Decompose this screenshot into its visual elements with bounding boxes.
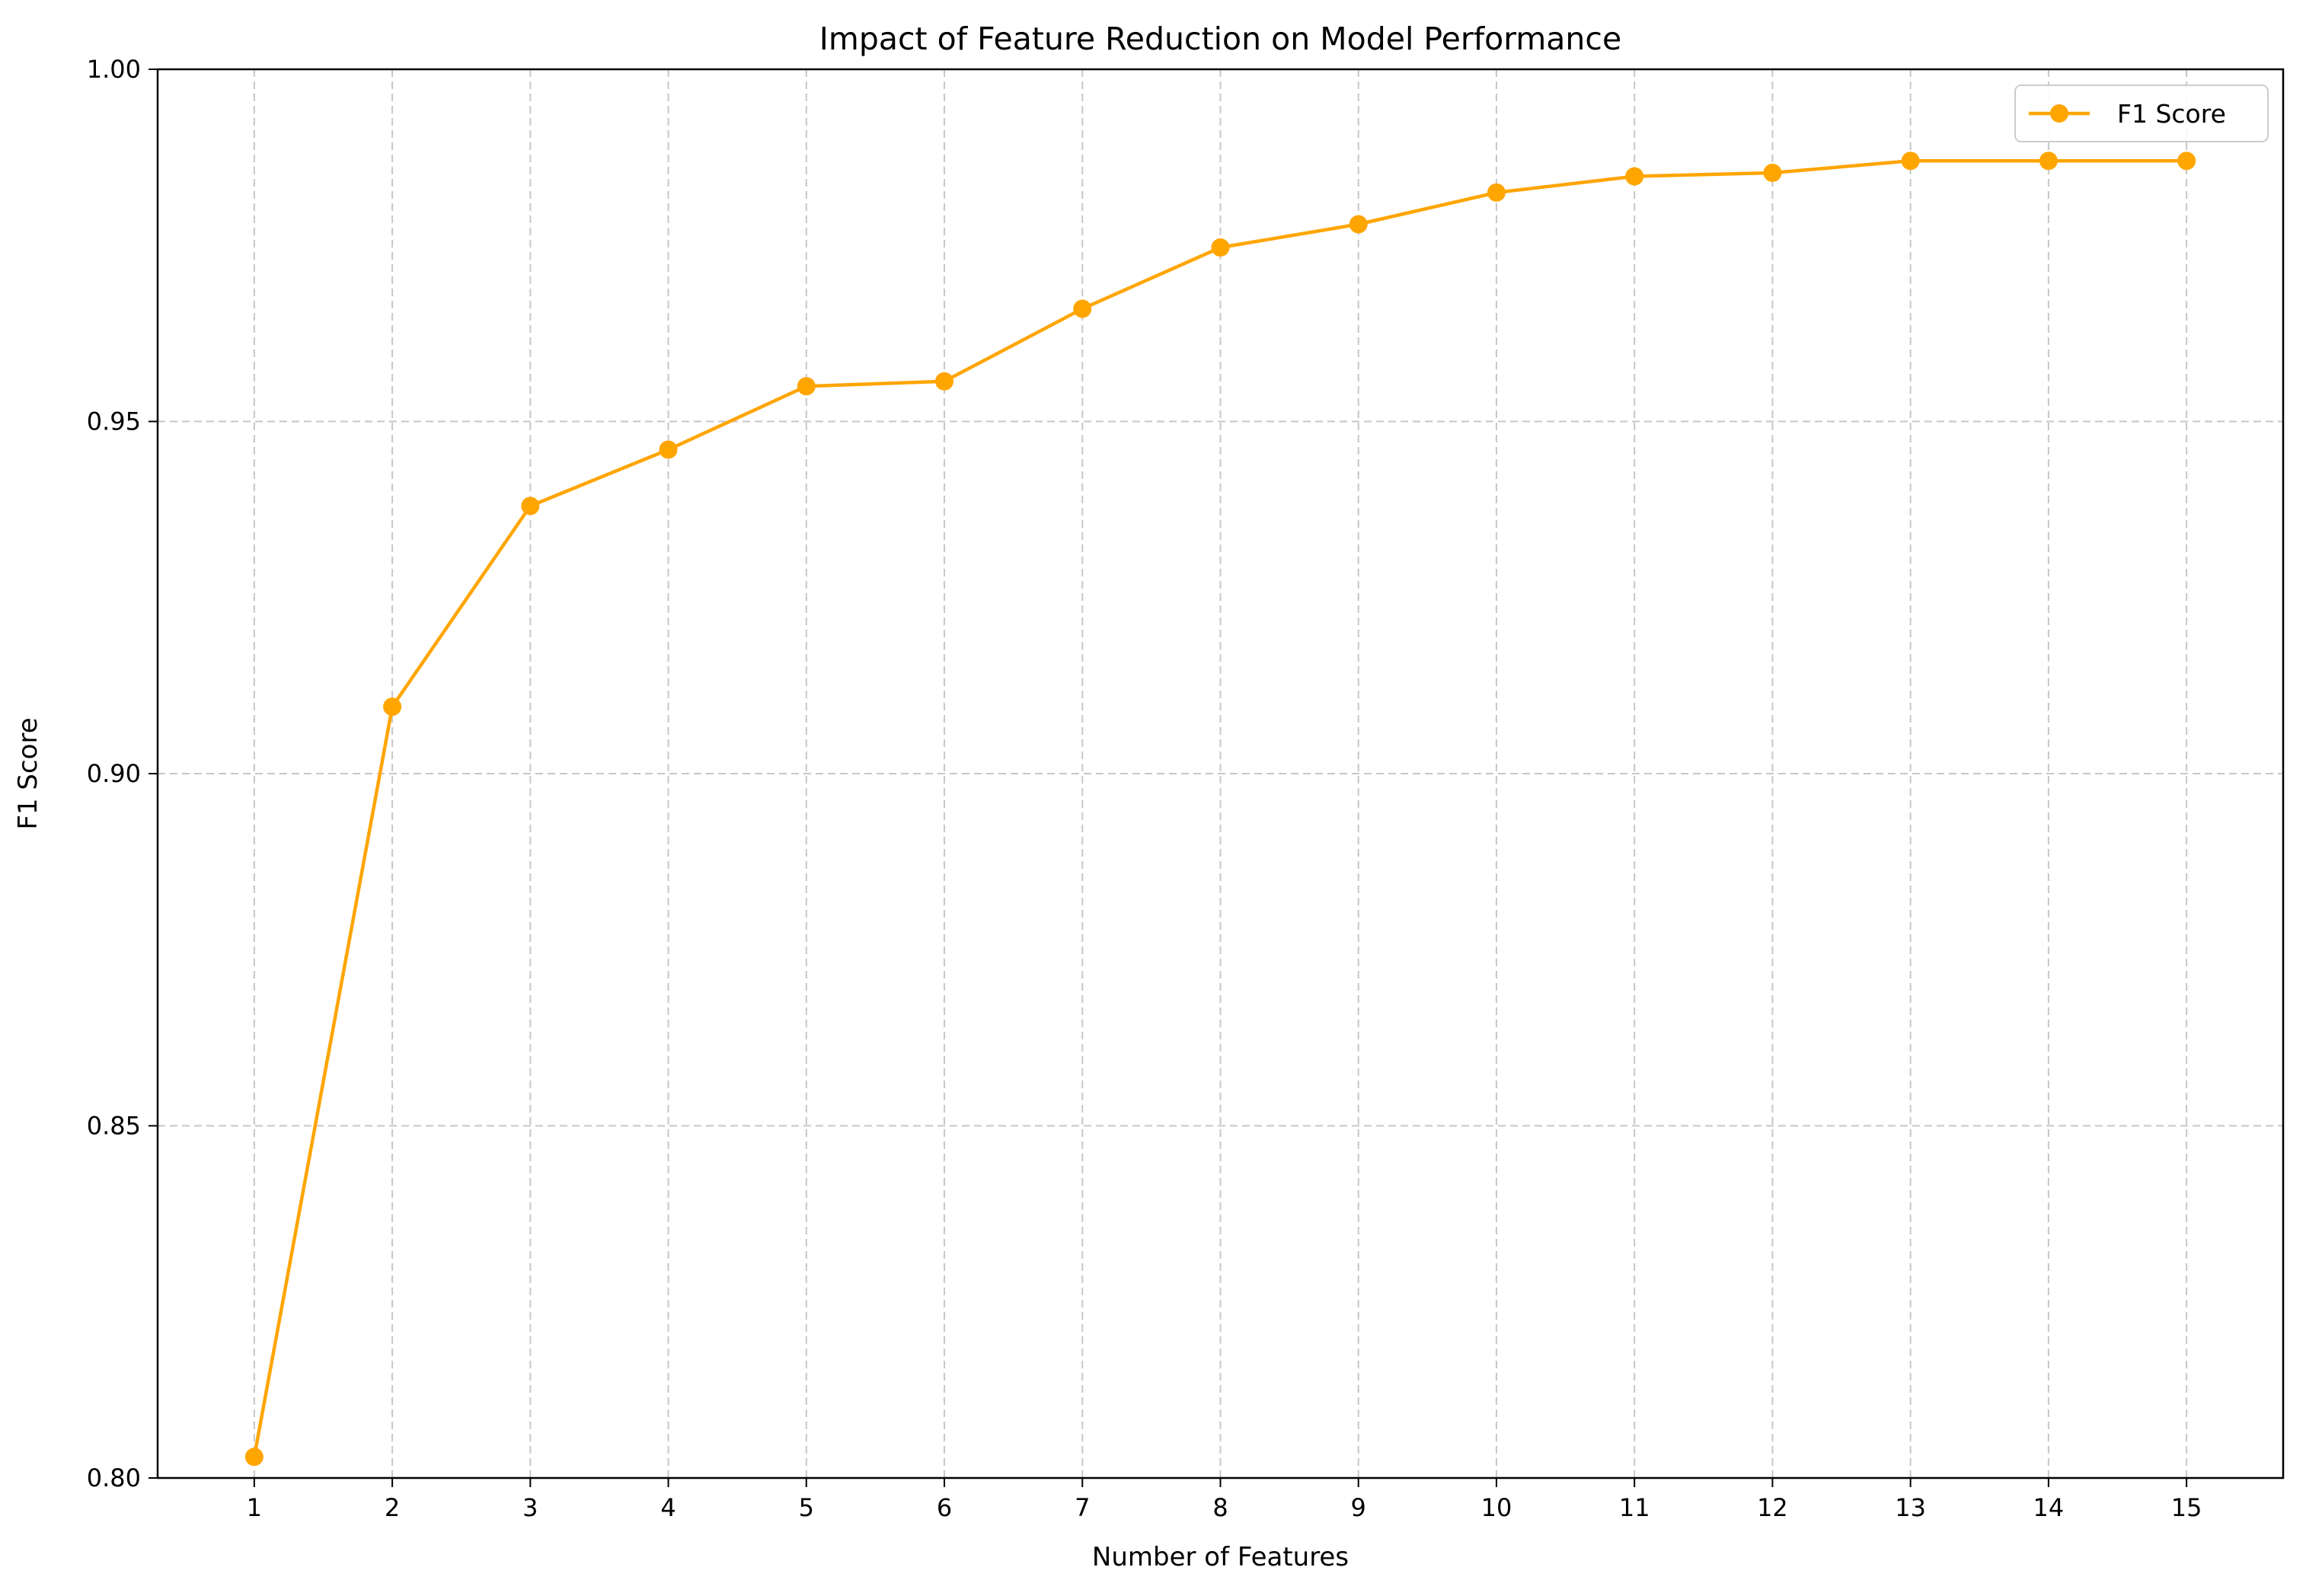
data-point bbox=[383, 697, 402, 717]
x-tick-label: 12 bbox=[1757, 1493, 1788, 1522]
data-point bbox=[244, 1448, 263, 1467]
data-point bbox=[1349, 215, 1368, 234]
y-tick-label: 0.95 bbox=[87, 407, 141, 436]
y-axis: 0.80 0.85 0.90 0.95 1.00 bbox=[87, 55, 158, 1492]
y-axis-label: F1 Score bbox=[13, 717, 43, 829]
x-tick-label: 15 bbox=[2171, 1493, 2202, 1522]
data-point bbox=[1073, 299, 1092, 318]
y-tick-label: 1.00 bbox=[87, 55, 141, 84]
legend: F1 Score bbox=[2014, 85, 2269, 142]
x-tick-label: 5 bbox=[799, 1493, 814, 1522]
x-tick-label: 3 bbox=[522, 1493, 538, 1522]
x-axis: 1 2 3 4 5 6 7 8 9 10 11 12 13 14 15 bbox=[247, 1478, 2202, 1522]
x-tick-label: 6 bbox=[937, 1493, 952, 1522]
series-layer bbox=[244, 152, 2196, 1467]
data-point bbox=[659, 440, 678, 459]
data-point bbox=[2177, 152, 2196, 171]
x-tick-label: 10 bbox=[1481, 1493, 1512, 1522]
legend-box bbox=[2014, 85, 2269, 142]
data-point bbox=[797, 377, 816, 396]
x-tick-label: 13 bbox=[1895, 1493, 1926, 1522]
x-tick-label: 4 bbox=[660, 1493, 676, 1522]
data-point bbox=[2039, 152, 2058, 171]
x-tick-label: 2 bbox=[385, 1493, 400, 1522]
data-point bbox=[1211, 238, 1230, 257]
y-tick-label: 0.90 bbox=[87, 759, 141, 788]
x-tick-label: 7 bbox=[1075, 1493, 1090, 1522]
data-point bbox=[1487, 183, 1506, 202]
y-tick-label: 0.80 bbox=[87, 1464, 141, 1492]
x-tick-label: 1 bbox=[247, 1493, 262, 1522]
legend-label: F1 Score bbox=[2117, 99, 2226, 129]
data-point bbox=[1625, 167, 1644, 186]
data-point bbox=[521, 496, 540, 516]
data-point bbox=[935, 372, 954, 391]
x-axis-label: Number of Features bbox=[1092, 1542, 1349, 1572]
x-tick-label: 8 bbox=[1212, 1493, 1228, 1522]
legend-marker bbox=[2050, 104, 2068, 123]
x-tick-label: 11 bbox=[1619, 1493, 1650, 1522]
x-tick-label: 14 bbox=[2033, 1493, 2065, 1522]
data-point bbox=[1763, 163, 1782, 182]
chart-title: Impact of Feature Reduction on Model Per… bbox=[819, 21, 1621, 57]
data-point bbox=[1901, 152, 1920, 171]
y-tick-label: 0.85 bbox=[87, 1112, 141, 1141]
x-tick-label: 9 bbox=[1351, 1493, 1366, 1522]
